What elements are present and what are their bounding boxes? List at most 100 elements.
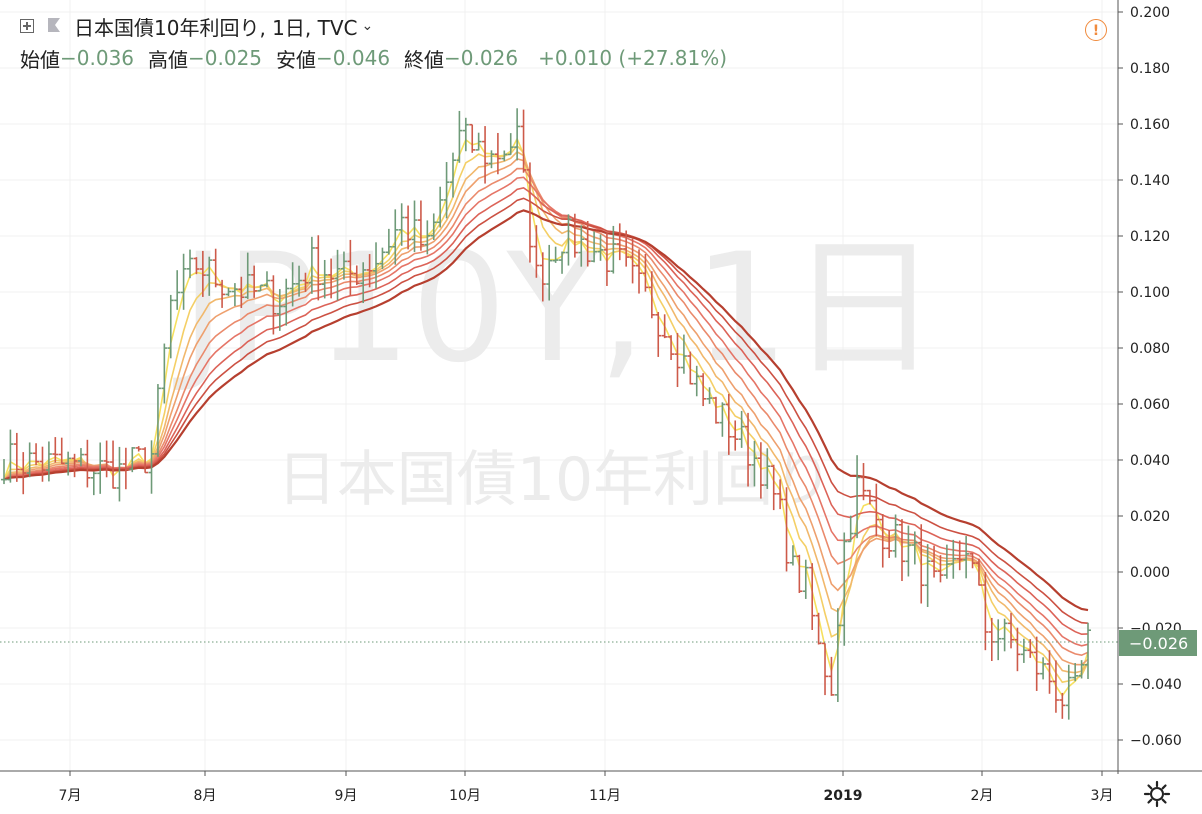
ohlc-bar	[58, 437, 65, 465]
chevron-down-icon[interactable]: ⌄	[361, 18, 374, 34]
ohlc-bar	[193, 257, 200, 275]
ohlc-bar	[892, 514, 899, 558]
ohlc-bar	[1072, 663, 1079, 682]
ohlc-bar	[366, 254, 373, 288]
ohlc-bar	[1046, 650, 1053, 694]
ohlc-bar	[13, 432, 20, 482]
ohlc-bar	[7, 429, 14, 483]
ohlc-bar	[443, 162, 450, 219]
ohlc-bar	[1033, 636, 1040, 691]
ohlc-bar	[469, 123, 476, 153]
ohlc-bar	[71, 453, 78, 478]
ohlc-bar	[39, 446, 46, 482]
ohlc-bar	[783, 487, 790, 572]
ohlc-bar	[706, 387, 713, 404]
ohlc-bar	[937, 555, 944, 583]
plus-box-icon[interactable]	[20, 19, 34, 33]
ohlc-bar	[45, 441, 52, 482]
ohlc-bar	[969, 552, 976, 569]
y-tick-label: 0.120	[1130, 229, 1170, 245]
ema-ribbon	[3, 136, 1089, 698]
high-label: 高値	[148, 47, 189, 72]
ohlc-bar	[417, 200, 424, 251]
ohlc-bar	[276, 289, 283, 331]
gear-icon[interactable]	[1143, 780, 1171, 808]
ohlc-bar	[860, 463, 867, 501]
ohlc-bar	[539, 252, 546, 302]
alert-icon[interactable]: !	[1085, 19, 1107, 41]
x-tick-label: 2月	[971, 788, 994, 804]
ema-line-36	[3, 209, 1089, 612]
ohlc-bar	[405, 205, 412, 250]
high-value: −0.025	[188, 46, 263, 70]
ohlc-bar	[1001, 618, 1008, 652]
ohlc-bar	[302, 272, 309, 292]
ohlc-bar	[97, 442, 104, 494]
ohlc-bar	[1, 459, 7, 485]
ohlc-bar	[809, 563, 816, 630]
ohlc-bar	[854, 455, 861, 539]
ohlc-bar	[379, 247, 386, 270]
ohlc-bar	[116, 446, 123, 502]
y-tick-label: −0.040	[1130, 677, 1182, 693]
ohlc-bar	[924, 544, 931, 607]
ohlc-bar	[514, 108, 521, 161]
ohlc-bar	[174, 270, 181, 310]
ohlc-bar	[392, 209, 399, 265]
ohlc-bar	[757, 442, 764, 499]
ohlc-bar	[719, 402, 726, 437]
ohlc-bar	[674, 333, 681, 388]
ohlc-bar	[802, 559, 809, 599]
ohlc-bar	[963, 536, 970, 579]
ohlc-bar	[84, 439, 91, 488]
ohlc-bar	[642, 253, 649, 292]
ohlc-bar	[559, 251, 566, 274]
y-tick-label: 0.180	[1130, 61, 1170, 77]
ohlc-bar	[565, 214, 572, 266]
ohlc-bar	[911, 531, 918, 565]
ema-line-25	[3, 187, 1089, 636]
ohlc-bar	[732, 420, 739, 451]
ohlc-bar	[918, 524, 925, 604]
y-tick-label: 0.140	[1130, 173, 1170, 189]
ohlc-bar	[668, 335, 675, 360]
ohlc-bar	[982, 572, 989, 651]
ohlc-bar	[110, 440, 117, 489]
ema-line-3	[3, 136, 1089, 698]
ohlc-bar	[321, 259, 328, 299]
ohlc-bar	[693, 365, 700, 397]
ohlc-bar	[225, 287, 232, 297]
y-tick-label: 0.020	[1130, 509, 1170, 525]
symbol-title[interactable]: 日本国債10年利回り, 1日, TVC	[74, 15, 358, 40]
ohlc-bar	[905, 525, 912, 577]
ohlc-bar	[1059, 692, 1066, 719]
ohlc-bar	[898, 519, 905, 582]
y-tick-label: 0.060	[1130, 397, 1170, 413]
ohlc-bar	[296, 265, 303, 297]
ohlc-bar	[796, 554, 803, 593]
y-tick-label: 0.040	[1130, 453, 1170, 469]
ohlc-bar	[456, 110, 463, 163]
ohlc-bar	[65, 451, 72, 476]
price-axis[interactable]: 0.200 0.180 0.160 0.140 0.120 0.100 0.080 0.060…	[1118, 5, 1182, 749]
ohlc-bar	[270, 275, 277, 335]
ohlc-bar	[661, 314, 668, 339]
x-tick-label: 3月	[1091, 788, 1114, 804]
ohlc-bar	[1027, 639, 1034, 658]
ohlc-bar	[616, 223, 623, 261]
time-axis[interactable]: 7月 8月 9月 10月 11月 2019 2月 3月	[59, 771, 1114, 804]
ohlc-bar	[777, 479, 784, 510]
low-label: 安値	[276, 47, 317, 72]
ohlc-bar	[712, 396, 719, 424]
ohlc-bar	[1078, 660, 1085, 679]
symbol-row[interactable]: 日本国債10年利回り, 1日, TVC ⌄	[20, 13, 374, 40]
ohlc-bar	[167, 294, 174, 359]
ohlc-bar	[738, 410, 745, 448]
ohlc-bar	[828, 656, 835, 696]
ohlc-bar	[841, 532, 848, 646]
ohlc-bar	[745, 412, 752, 487]
ohlc-bar	[603, 232, 610, 286]
ohlc-bar	[610, 225, 617, 274]
ohlc-bar	[180, 253, 187, 310]
